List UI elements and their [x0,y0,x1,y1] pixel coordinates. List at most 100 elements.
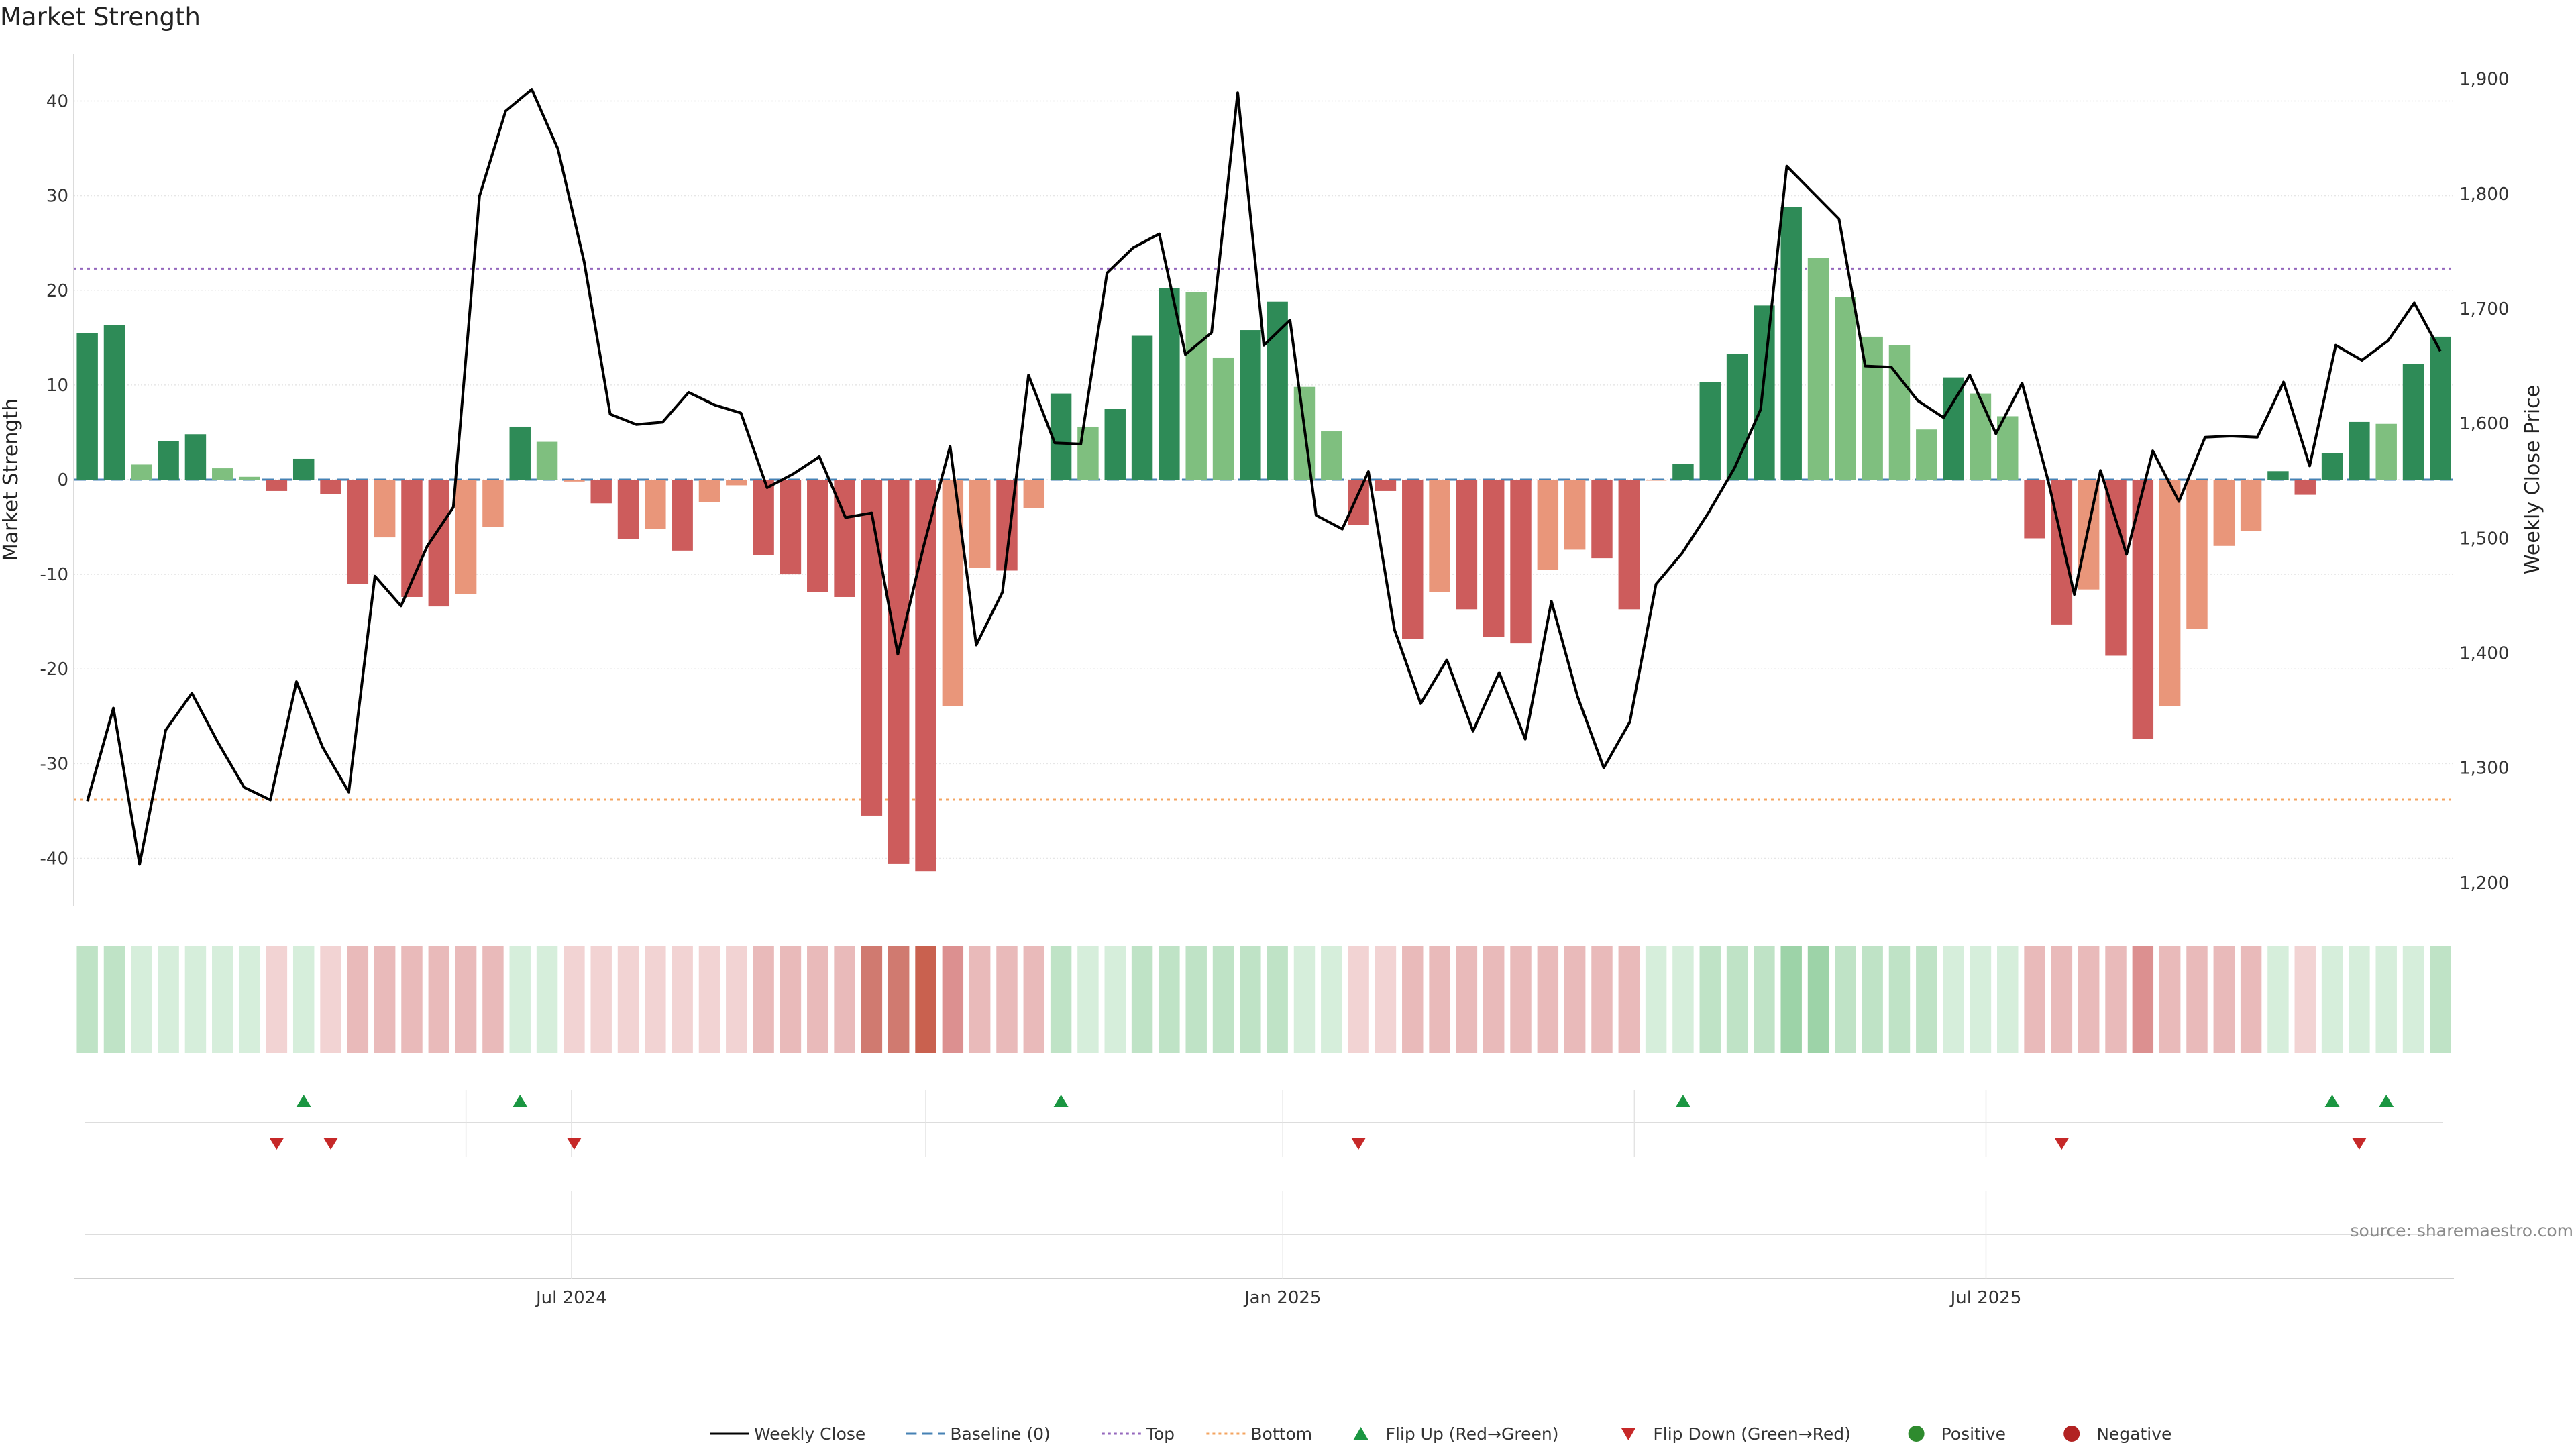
heat-cell [212,946,233,1053]
heat-cell [942,946,964,1053]
strength-bar [1564,480,1586,550]
strength-bar [212,468,233,480]
heat-cell [509,946,531,1053]
strength-bar [888,480,910,864]
strength-bar [2186,480,2208,629]
strength-bar [1835,297,1856,480]
strength-bar [320,480,341,494]
strength-bar [564,480,585,482]
heat-cell [564,946,585,1053]
heat-cell [1321,946,1342,1053]
heat-cell [76,946,98,1053]
strength-bar [645,480,666,529]
strength-bar [2267,471,2289,480]
legend-label: Positive [1941,1424,2006,1444]
strength-bar [455,480,477,594]
right-tick-label: 1,900 [2459,70,2509,90]
heat-cell [2051,946,2073,1053]
x-axis: Jul 2024 Jan 2025 Jul 2025 [74,1191,2454,1308]
strength-bar [158,441,179,480]
heat-cell [1131,946,1153,1053]
heat-cell [1564,946,1586,1053]
heat-cell [2430,946,2451,1053]
strength-bar [1159,288,1180,480]
strength-bar [2051,480,2073,625]
strength-bar [1375,480,1397,491]
left-tick-label: -10 [40,565,68,585]
strength-bar [1916,429,1937,480]
strength-bar [103,325,125,480]
heat-cell [780,946,802,1053]
left-tick-label: 0 [57,470,68,490]
heat-cell [2240,946,2262,1053]
heat-cell [320,946,341,1053]
heat-cell [1780,946,1802,1053]
right-tick-label: 1,200 [2459,873,2509,894]
heat-cell [590,946,612,1053]
strength-bar [1348,480,1369,525]
heat-cell [1537,946,1559,1053]
strength-bar [2240,480,2262,531]
heat-cell [2024,946,2045,1053]
heat-cell [2132,946,2154,1053]
heat-cell [617,946,639,1053]
legend-item: Bottom [1206,1424,1312,1444]
strength-bar [1970,393,1992,480]
strength-bar [1591,480,1613,559]
heat-cell [1591,946,1613,1053]
heat-cell [1916,946,1937,1053]
x-tick-label: Jan 2025 [1243,1288,1322,1308]
right-tick-label: 1,700 [2459,299,2509,319]
legend-swatch-tri-up [1353,1427,1368,1440]
strength-bar [1943,377,1964,480]
heat-cell [1754,946,1775,1053]
strength-bar [76,333,98,480]
left-tick-label: -30 [40,754,68,774]
legend-item: Baseline (0) [906,1424,1051,1444]
strength-bar [1888,345,1911,480]
strength-bar [617,480,639,539]
heat-cell [103,946,125,1053]
strength-bar [1321,431,1342,480]
strength-bar [1726,354,1748,480]
heat-cell [698,946,720,1053]
strength-heat-strip [76,946,2451,1053]
legend-label: Weekly Close [754,1424,865,1444]
heat-cell [1456,946,1478,1053]
strength-bar [1645,480,1667,481]
left-tick-label: -40 [40,849,68,869]
heat-cell [1212,946,1234,1053]
strength-bar [2105,480,2127,656]
strength-bar [1267,301,1288,480]
heat-cell [645,946,666,1053]
strength-bar [1699,382,1721,480]
heat-cell [2267,946,2289,1053]
strength-bar [536,441,558,480]
heat-cell [158,946,179,1053]
right-tick-label: 1,600 [2459,414,2509,434]
left-axis-label: Market Strength [0,398,23,561]
legend-swatch-tri-down [1621,1428,1636,1440]
heat-cell [1483,946,1505,1053]
heat-cell [2321,946,2343,1053]
heat-cell [401,946,423,1053]
strength-bar [1050,393,1072,480]
strength-bar [2349,421,2370,480]
heat-cell [1159,946,1180,1053]
heat-cell [834,946,855,1053]
flip-down-marker [269,1138,284,1150]
left-tick-label: 20 [46,281,68,301]
legend-label: Flip Down (Green→Red) [1653,1424,1851,1444]
heat-cell [2402,946,2424,1053]
heat-cell [1997,946,2019,1053]
heat-cell [266,946,288,1053]
strength-bar [374,480,396,538]
heat-cell [2159,946,2181,1053]
legend-label: Baseline (0) [950,1424,1050,1444]
x-tick-label: Jul 2025 [1949,1288,2022,1308]
legend: Weekly Close Baseline (0) Top Bottom Flip Up… [710,1424,2171,1444]
weekly-close-line [86,88,2442,866]
heat-cell [1672,946,1694,1053]
chart-title: Market Strength [0,3,201,32]
heat-cell [1104,946,1126,1053]
